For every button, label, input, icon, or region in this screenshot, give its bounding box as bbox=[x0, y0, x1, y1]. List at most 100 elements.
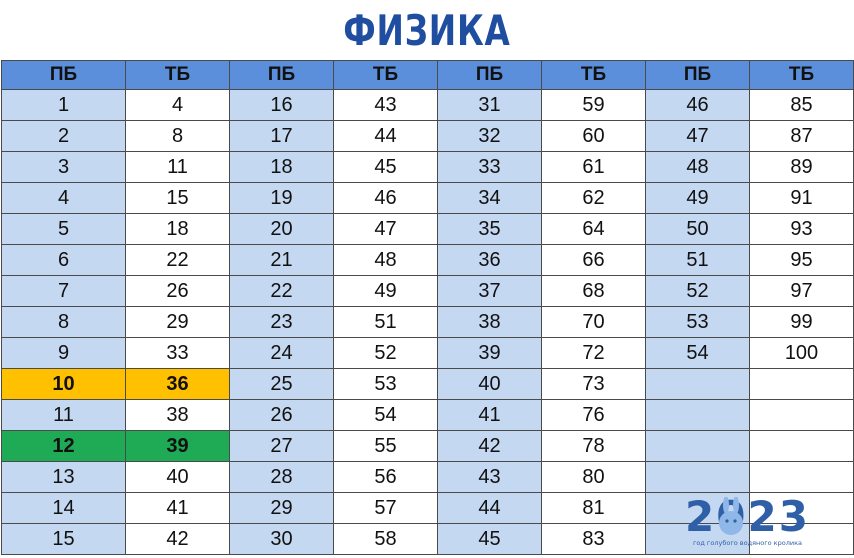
test-score-cell: 15 bbox=[125, 182, 230, 214]
primary-score-cell: 30 bbox=[229, 523, 334, 555]
table-row: 4 15 19 46 34 62 49 91 bbox=[1, 182, 854, 214]
primary-score-cell: 31 bbox=[437, 89, 542, 121]
year-2023-logo: 2023 год голубого водяного кролика bbox=[680, 495, 815, 553]
test-score-cell: 68 bbox=[541, 275, 646, 307]
table-row: 13 40 28 56 43 80 bbox=[1, 461, 854, 493]
header-cell: ТБ bbox=[333, 60, 438, 90]
primary-score-cell: 15 bbox=[1, 523, 126, 555]
test-score-cell: 60 bbox=[541, 120, 646, 152]
test-score-cell: 41 bbox=[125, 492, 230, 524]
test-score-cell: 8 bbox=[125, 120, 230, 152]
test-score-cell: 100 bbox=[749, 337, 854, 369]
primary-score-cell: 37 bbox=[437, 275, 542, 307]
table-row: 1 4 16 43 31 59 46 85 bbox=[1, 89, 854, 121]
primary-score-cell: 24 bbox=[229, 337, 334, 369]
test-score-cell: 93 bbox=[749, 213, 854, 245]
test-score-cell: 83 bbox=[541, 523, 646, 555]
primary-score-cell: 28 bbox=[229, 461, 334, 493]
table-row: 11 38 26 54 41 76 bbox=[1, 399, 854, 431]
header-row: ПБ ТБ ПБ ТБ ПБ ТБ ПБ ТБ bbox=[1, 60, 854, 90]
primary-score-cell: 32 bbox=[437, 120, 542, 152]
test-score-cell: 91 bbox=[749, 182, 854, 214]
table-row: 14 41 29 57 44 81 bbox=[1, 492, 854, 524]
primary-score-cell: 5 bbox=[1, 213, 126, 245]
test-score-cell: 97 bbox=[749, 275, 854, 307]
test-score-cell: 4 bbox=[125, 89, 230, 121]
primary-score-cell: 18 bbox=[229, 151, 334, 183]
primary-score-cell: 38 bbox=[437, 306, 542, 338]
test-score-cell: 55 bbox=[333, 430, 438, 462]
test-score-cell: 62 bbox=[541, 182, 646, 214]
table-row: 12 39 27 55 42 78 bbox=[1, 430, 854, 462]
test-score-cell: 53 bbox=[333, 368, 438, 400]
score-conversion-table: ПБ ТБ ПБ ТБ ПБ ТБ ПБ ТБ 1 4 16 43 31 59 46 85 2 8… bbox=[1, 60, 854, 555]
test-score-cell bbox=[749, 430, 854, 462]
test-score-cell: 51 bbox=[333, 306, 438, 338]
rabbit-icon bbox=[719, 497, 743, 535]
test-score-cell: 52 bbox=[333, 337, 438, 369]
primary-score-cell: 4 bbox=[1, 182, 126, 214]
primary-score-cell: 52 bbox=[645, 275, 750, 307]
header-cell: ПБ bbox=[229, 60, 334, 90]
primary-score-cell bbox=[645, 461, 750, 493]
test-score-cell: 85 bbox=[749, 89, 854, 121]
primary-score-cell: 34 bbox=[437, 182, 542, 214]
primary-score-cell: 41 bbox=[437, 399, 542, 431]
primary-score-cell: 19 bbox=[229, 182, 334, 214]
test-score-cell: 33 bbox=[125, 337, 230, 369]
primary-score-cell: 21 bbox=[229, 244, 334, 276]
primary-score-cell: 26 bbox=[229, 399, 334, 431]
primary-score-cell: 39 bbox=[437, 337, 542, 369]
primary-score-cell bbox=[645, 399, 750, 431]
header-cell: ТБ bbox=[749, 60, 854, 90]
header-cell: ПБ bbox=[1, 60, 126, 90]
primary-score-cell: 53 bbox=[645, 306, 750, 338]
primary-score-cell: 29 bbox=[229, 492, 334, 524]
test-score-cell: 43 bbox=[333, 89, 438, 121]
test-score-cell: 64 bbox=[541, 213, 646, 245]
test-score-cell: 22 bbox=[125, 244, 230, 276]
test-score-cell: 26 bbox=[125, 275, 230, 307]
test-score-cell bbox=[749, 399, 854, 431]
primary-score-cell: 7 bbox=[1, 275, 126, 307]
primary-score-cell: 1 bbox=[1, 89, 126, 121]
test-score-cell bbox=[749, 492, 854, 524]
primary-score-cell: 17 bbox=[229, 120, 334, 152]
page-title: ФИЗИКА bbox=[343, 6, 511, 55]
primary-score-cell: 20 bbox=[229, 213, 334, 245]
test-score-cell: 72 bbox=[541, 337, 646, 369]
test-score-cell: 48 bbox=[333, 244, 438, 276]
test-score-cell: 57 bbox=[333, 492, 438, 524]
primary-score-cell: 45 bbox=[437, 523, 542, 555]
test-score-cell bbox=[749, 368, 854, 400]
primary-score-cell bbox=[645, 368, 750, 400]
primary-score-cell: 43 bbox=[437, 461, 542, 493]
primary-score-cell: 25 bbox=[229, 368, 334, 400]
test-score-cell bbox=[749, 523, 854, 555]
primary-score-cell bbox=[645, 430, 750, 462]
test-score-cell: 36 bbox=[125, 368, 230, 400]
primary-score-cell: 51 bbox=[645, 244, 750, 276]
primary-score-cell: 2 bbox=[1, 120, 126, 152]
test-score-cell: 61 bbox=[541, 151, 646, 183]
test-score-cell: 66 bbox=[541, 244, 646, 276]
primary-score-cell: 36 bbox=[437, 244, 542, 276]
test-score-cell: 45 bbox=[333, 151, 438, 183]
table-row: 9 33 24 52 39 72 54 100 bbox=[1, 337, 854, 369]
test-score-cell: 49 bbox=[333, 275, 438, 307]
primary-score-cell: 35 bbox=[437, 213, 542, 245]
primary-score-cell: 22 bbox=[229, 275, 334, 307]
primary-score-cell: 13 bbox=[1, 461, 126, 493]
test-score-cell: 38 bbox=[125, 399, 230, 431]
header-cell: ПБ bbox=[645, 60, 750, 90]
table-row: 5 18 20 47 35 64 50 93 bbox=[1, 213, 854, 245]
primary-score-cell: 49 bbox=[645, 182, 750, 214]
primary-score-cell: 33 bbox=[437, 151, 542, 183]
table-row: 3 11 18 45 33 61 48 89 bbox=[1, 151, 854, 183]
test-score-cell: 80 bbox=[541, 461, 646, 493]
test-score-cell: 78 bbox=[541, 430, 646, 462]
test-score-cell: 73 bbox=[541, 368, 646, 400]
test-score-cell: 76 bbox=[541, 399, 646, 431]
test-score-cell: 46 bbox=[333, 182, 438, 214]
test-score-cell: 56 bbox=[333, 461, 438, 493]
